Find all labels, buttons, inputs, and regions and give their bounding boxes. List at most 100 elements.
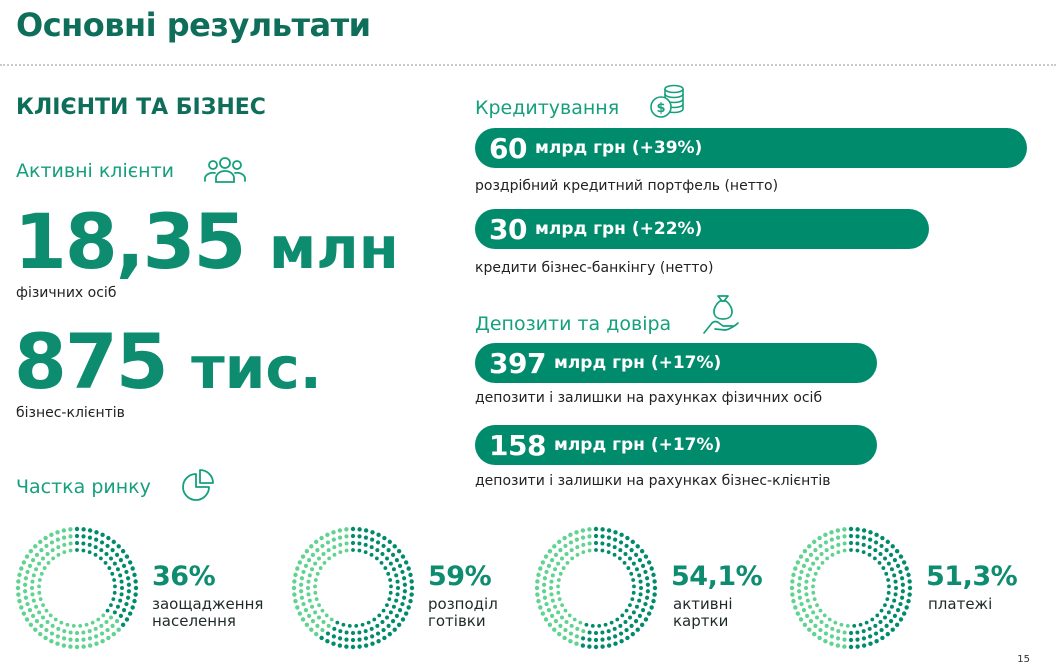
ring-dot — [363, 535, 369, 540]
ring-dot — [321, 620, 326, 625]
ring-dot — [316, 556, 321, 561]
ring-dot — [351, 548, 355, 552]
ring-dot — [593, 526, 599, 532]
ring-dot — [44, 627, 49, 633]
ring-dot — [357, 527, 362, 532]
ring-dot — [68, 548, 73, 553]
ring-dot — [300, 617, 306, 622]
ring-dot — [822, 613, 827, 618]
ring-dot — [818, 543, 823, 549]
ring-dot — [623, 551, 628, 556]
ring-dot — [132, 572, 137, 578]
ring-dot — [587, 527, 592, 532]
ring-dot — [542, 576, 548, 581]
ring-dot — [331, 641, 336, 646]
ring-dot — [818, 608, 823, 613]
ring-dot — [370, 530, 375, 535]
ring-dot — [62, 629, 67, 634]
ring-dot — [31, 573, 36, 578]
ring-dot — [899, 595, 905, 600]
ring-dot — [307, 598, 312, 603]
ring-dot — [823, 540, 829, 545]
ring-dot — [350, 526, 356, 532]
ring-dot — [310, 604, 315, 609]
ring-dot — [536, 598, 541, 604]
ring-dot — [49, 631, 55, 636]
ring-dot — [37, 610, 42, 615]
ring-dot — [835, 643, 841, 648]
ring-dot — [895, 608, 901, 613]
ring-dot — [836, 550, 841, 555]
ring-dot — [543, 617, 549, 622]
ring-dot — [637, 613, 643, 618]
ring-dot — [295, 566, 300, 571]
ring-dot — [126, 589, 131, 594]
ring-dot — [559, 615, 564, 620]
business-count: 875 тис. — [14, 324, 322, 400]
ring-dot — [93, 545, 98, 550]
ring-dot — [618, 631, 624, 636]
ring-dot — [814, 556, 819, 561]
ring-dot — [403, 611, 409, 616]
ring-dot — [848, 637, 854, 643]
ring-dot — [39, 571, 44, 576]
ring-dot — [34, 619, 40, 624]
ring-dot — [639, 586, 643, 590]
ring-dot — [392, 627, 397, 632]
ring-dot — [549, 579, 554, 584]
ring-dot — [789, 585, 795, 591]
ring-dot — [893, 579, 898, 584]
ring-dot — [587, 644, 592, 649]
ring-dot — [907, 585, 913, 591]
ring-dot — [50, 623, 55, 628]
ring-dot — [56, 545, 61, 550]
ring-dot — [879, 608, 884, 613]
ring-dot — [341, 622, 346, 627]
business-deposits-pill: 158 млрд грн (+17%) — [475, 425, 877, 465]
ring-dot — [87, 542, 92, 547]
individuals-count: 18,35 млн — [14, 204, 399, 280]
ring-dot — [606, 528, 612, 533]
ring-dot — [587, 548, 592, 553]
ring-dot — [105, 627, 110, 633]
ring-dot — [842, 644, 847, 649]
ring-dot — [331, 530, 336, 535]
money-bag-hand-icon — [702, 293, 742, 335]
ring-dot — [793, 566, 798, 571]
ring-dot — [535, 579, 540, 584]
ring-dot — [351, 541, 355, 545]
ring-dot — [635, 627, 640, 632]
ring-dot — [628, 603, 632, 608]
ring-dot — [624, 608, 629, 613]
ring-dot — [357, 644, 362, 649]
ring-dot — [839, 622, 844, 627]
ring-dot — [68, 527, 73, 532]
ring-dot — [808, 604, 813, 609]
ring-dot — [820, 560, 825, 565]
ring-dot — [19, 605, 24, 610]
ring-dot — [907, 592, 912, 597]
ring-dot — [120, 549, 126, 554]
ring-dot — [119, 592, 124, 597]
ring-dot — [338, 550, 343, 555]
ring-dot — [835, 535, 841, 540]
ring-dot — [643, 554, 649, 559]
cash-label-line2: готівки — [428, 612, 486, 631]
ring-dot — [332, 545, 337, 550]
ring-dot — [894, 622, 900, 627]
ring-dot — [390, 619, 396, 624]
ring-dot — [906, 572, 911, 578]
ring-dot — [109, 603, 113, 608]
ring-dot — [53, 617, 58, 622]
ring-dot — [823, 532, 828, 538]
ring-dot — [823, 638, 828, 644]
ring-dot — [381, 627, 386, 633]
ring-dot — [894, 549, 900, 554]
users-icon — [204, 155, 246, 185]
ring-dot — [572, 617, 577, 622]
business-deposits-amount: 158 — [489, 428, 546, 462]
ring-dot — [637, 558, 643, 563]
ring-dot — [124, 617, 130, 622]
ring-dot — [552, 627, 557, 632]
ring-dot — [904, 566, 909, 571]
